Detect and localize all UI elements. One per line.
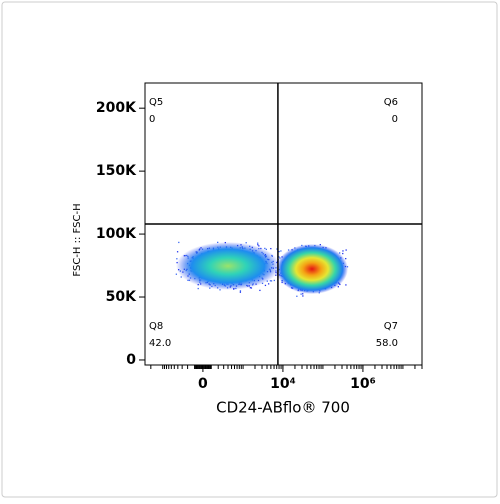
quadrant-name: Q5 <box>149 97 163 108</box>
x-tick-label: 10⁴ <box>270 376 296 392</box>
density-dot <box>249 287 252 289</box>
density-dot <box>345 257 347 260</box>
density-dot <box>337 286 339 288</box>
density-dot <box>176 258 178 260</box>
density-dot <box>319 243 321 246</box>
density-dot <box>342 252 344 255</box>
y-tick-label: 0 <box>126 352 136 368</box>
density-dot <box>302 293 304 295</box>
density-dot <box>176 251 179 253</box>
density-dot <box>245 242 247 244</box>
density-dot <box>265 248 267 251</box>
density-dot <box>175 273 178 275</box>
density-dot <box>296 295 298 297</box>
density-dot <box>264 284 267 287</box>
density-dot <box>250 287 253 289</box>
density-dot <box>270 280 273 282</box>
density-dot <box>345 284 347 286</box>
density-dot <box>197 287 199 290</box>
density-dot <box>269 280 272 282</box>
quadrant-name: Q6 <box>384 97 398 108</box>
x-tick-label: 10⁶ <box>350 376 376 392</box>
density-dot <box>239 291 242 293</box>
density-dot <box>258 245 260 247</box>
y-tick-label: 200K <box>96 100 137 116</box>
density-dot <box>239 290 242 292</box>
density-dot <box>219 289 221 291</box>
density-dot <box>302 295 304 297</box>
x-axis-label: CD24-ABflo® 700 <box>216 399 350 417</box>
quadrant-percent: 0 <box>392 114 398 125</box>
density-dot <box>300 293 302 295</box>
density-dot <box>278 256 280 258</box>
density-dot <box>276 248 278 250</box>
quadrant-percent: 42.0 <box>149 338 171 349</box>
density-dot <box>259 289 261 292</box>
density-dot <box>264 247 266 250</box>
y-axis-label: FSC-H :: FSC-H <box>72 203 83 276</box>
density-blob <box>176 242 280 290</box>
density-dot <box>217 241 219 244</box>
density-dot <box>278 250 280 253</box>
x-tick-label: 0 <box>198 376 208 392</box>
y-tick-label: 150K <box>96 163 137 179</box>
density-dot <box>287 249 290 251</box>
density-dot <box>280 250 282 252</box>
density-dot <box>270 247 272 250</box>
density-dot <box>273 279 275 282</box>
y-tick-label: 50K <box>106 289 137 305</box>
quadrant-name: Q7 <box>384 321 398 332</box>
density-dot <box>345 249 347 251</box>
quadrant-percent: 58.0 <box>376 338 398 349</box>
density-blob <box>276 244 348 294</box>
density-dot <box>267 283 270 285</box>
density-dot <box>180 276 182 278</box>
quadrant-name: Q8 <box>149 321 163 332</box>
quadrant-percent: 0 <box>149 114 155 125</box>
density-dot <box>339 252 341 254</box>
y-tick-label: 100K <box>96 226 137 242</box>
density-dot <box>257 242 259 244</box>
density-dot <box>342 250 344 252</box>
density-dot <box>178 241 180 244</box>
density-dot <box>257 244 259 246</box>
